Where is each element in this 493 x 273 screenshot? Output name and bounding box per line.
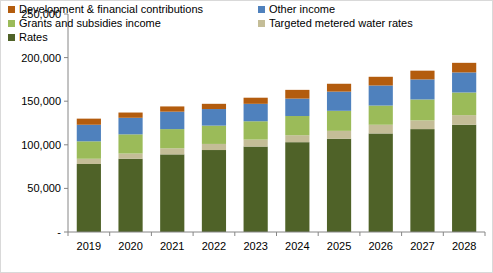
y-axis	[68, 14, 69, 232]
y-tick	[64, 188, 68, 189]
x-tick	[234, 232, 235, 236]
legend-label: Targeted metered water rates	[269, 17, 413, 29]
y-tick-label: 100,000	[21, 139, 61, 151]
legend-swatch	[8, 6, 15, 13]
bar-segment	[244, 140, 268, 147]
x-axis	[68, 232, 485, 233]
legend-label: Development & financial contributions	[19, 3, 204, 15]
bar-segment	[410, 120, 434, 129]
bar-segment	[285, 142, 309, 232]
bar-segment	[77, 159, 101, 164]
x-tick	[318, 232, 319, 236]
bar-segment	[118, 154, 142, 159]
bar-segment	[118, 113, 142, 118]
bar-segment	[160, 154, 184, 232]
bar-segment	[285, 116, 309, 135]
bar-segment	[244, 98, 268, 104]
bar-segment	[452, 125, 476, 232]
legend-swatch	[258, 6, 265, 13]
x-tick-label: 2028	[452, 240, 476, 252]
x-tick	[485, 232, 486, 236]
x-tick	[68, 232, 69, 236]
bar-segment	[285, 90, 309, 99]
x-tick-label: 2020	[118, 240, 142, 252]
bar-segment	[202, 150, 226, 232]
legend-label: Other income	[269, 3, 335, 15]
bar-segment	[118, 159, 142, 232]
x-tick-label: 2023	[243, 240, 267, 252]
bar-segment	[202, 109, 226, 126]
bar-segment	[202, 144, 226, 150]
y-tick-label: 200,000	[21, 52, 61, 64]
bar-segment	[160, 112, 184, 129]
bar-segment	[369, 125, 393, 134]
x-tick-label: 2022	[202, 240, 226, 252]
bar-segment	[77, 141, 101, 158]
bar-segment	[452, 63, 476, 73]
bar-segment	[327, 92, 351, 111]
bar-segment	[410, 129, 434, 232]
x-tick-label: 2027	[410, 240, 434, 252]
bar-segment	[369, 106, 393, 125]
bar-segment	[285, 135, 309, 142]
bar-segment	[369, 86, 393, 106]
bar-segment	[369, 77, 393, 86]
bar-segment	[77, 125, 101, 142]
bar-segment	[160, 148, 184, 154]
y-tick	[64, 144, 68, 145]
x-tick-label: 2026	[369, 240, 393, 252]
chart: -50,000100,000150,000200,000250,00020192…	[0, 0, 493, 273]
bar-segment	[369, 133, 393, 232]
legend-swatch	[8, 34, 15, 41]
bar-segment	[118, 134, 142, 153]
bar-segment	[244, 121, 268, 139]
bar-segment	[327, 139, 351, 232]
x-tick	[443, 232, 444, 236]
y-tick-label: 50,000	[27, 182, 61, 194]
bar-segment	[452, 115, 476, 125]
x-tick-label: 2019	[77, 240, 101, 252]
legend-swatch	[258, 20, 265, 27]
legend-label: Grants and subsidies income	[19, 17, 161, 29]
x-tick	[193, 232, 194, 236]
bar-segment	[118, 118, 142, 135]
bar-segment	[244, 147, 268, 232]
x-tick	[276, 232, 277, 236]
bar-segment	[327, 131, 351, 139]
bar-segment	[452, 92, 476, 115]
bar-segment	[160, 106, 184, 111]
bar-segment	[77, 164, 101, 232]
bar-segment	[202, 104, 226, 109]
bar-segment	[244, 104, 268, 121]
y-tick	[64, 101, 68, 102]
bar-segment	[160, 129, 184, 148]
chart-border	[1, 1, 493, 273]
y-tick-label: 150,000	[21, 95, 61, 107]
x-tick	[151, 232, 152, 236]
legend-label: Rates	[19, 31, 48, 43]
bar-segment	[327, 84, 351, 92]
x-tick-label: 2021	[160, 240, 184, 252]
bar-segment	[410, 79, 434, 99]
bar-segment	[327, 111, 351, 131]
y-tick-label: -	[57, 226, 61, 238]
x-tick-label: 2024	[285, 240, 309, 252]
bars	[77, 63, 476, 232]
bar-segment	[285, 99, 309, 116]
y-tick	[64, 232, 68, 233]
x-tick	[109, 232, 110, 236]
bar-segment	[410, 71, 434, 80]
legend-swatch	[8, 20, 15, 27]
bar-segment	[410, 99, 434, 120]
bar-segment	[202, 126, 226, 144]
bar-segment	[452, 72, 476, 92]
bar-segment	[77, 119, 101, 125]
x-tick-label: 2025	[327, 240, 351, 252]
x-tick	[401, 232, 402, 236]
x-tick	[359, 232, 360, 236]
y-tick	[64, 57, 68, 58]
